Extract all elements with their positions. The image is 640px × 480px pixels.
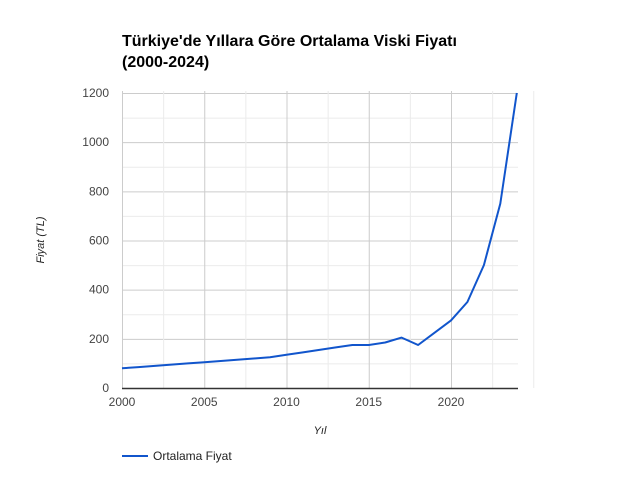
x-tick-label: 2015: [355, 395, 382, 409]
y-tick-label: 200: [89, 332, 109, 346]
y-tick-label: 1200: [82, 86, 109, 100]
x-tick-label: 2010: [273, 395, 300, 409]
series-line-ortalama-fiyat: [121, 92, 518, 370]
x-axis-title: Yıl: [314, 425, 327, 437]
gridlines: [122, 91, 535, 388]
y-axis-title: Fiyat (TL): [35, 216, 47, 263]
y-axis-ticks: 0 200 400 600 800 1000 1200: [82, 86, 109, 395]
y-tick-label: 800: [89, 184, 109, 198]
legend: Ortalama Fiyat: [122, 449, 232, 463]
y-tick-label: 400: [89, 283, 109, 297]
y-tick-label: 1000: [82, 135, 109, 149]
x-tick-label: 2005: [191, 395, 218, 409]
x-tick-label: 2020: [438, 395, 465, 409]
chart-title-line-2: (2000-2024): [122, 54, 210, 71]
y-tick-label: 600: [89, 234, 109, 248]
chart-title-line-1: Türkiye'de Yıllara Göre Ortalama Viski F…: [122, 33, 457, 50]
chart-title: Türkiye'de Yıllara Göre Ortalama Viski F…: [122, 31, 457, 73]
legend-swatch: [122, 455, 148, 457]
y-tick-label: 0: [102, 381, 109, 395]
x-tick-label: 2000: [109, 395, 136, 409]
x-axis-ticks: 2000 2005 2010 2015 2020: [109, 395, 465, 409]
legend-label: Ortalama Fiyat: [153, 449, 232, 463]
